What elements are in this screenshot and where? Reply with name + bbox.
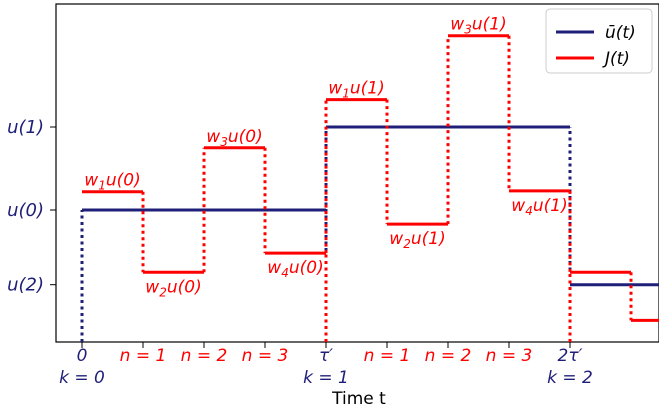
- annotation-w1u(1): w1u(1): [328, 79, 384, 101]
- x-tick-label: n = 3: [486, 346, 533, 366]
- legend-label: ū(t): [605, 23, 636, 43]
- legend: ū(t) J(t): [545, 8, 653, 74]
- x-tick-label: n = 1: [120, 346, 167, 366]
- x-tick-sublabel: k = 0: [59, 368, 105, 388]
- annotation-w3u(1): w3u(1): [450, 15, 506, 37]
- annotation-w2u(0): w2u(0): [145, 277, 201, 299]
- legend-box: [545, 8, 653, 74]
- x-tick-label: n = 2: [425, 346, 472, 366]
- x-tick-label: n = 2: [181, 346, 228, 366]
- x-axis-label: Time t: [331, 389, 386, 409]
- ubar-series: [80, 125, 659, 342]
- plot-frame: [55, 3, 659, 343]
- x-tick-sublabel: k = 1: [303, 368, 349, 388]
- j-series: [82, 34, 659, 342]
- annotation-w4u(0): w4u(0): [267, 258, 323, 280]
- annotation-w1u(0): w1u(0): [84, 171, 140, 193]
- x-tick-label: 0: [77, 346, 88, 366]
- y-tick-label: u(2): [7, 275, 44, 296]
- x-axis-ticks: 0k = 0 n = 1 n = 2 n = 3 τ′k = 1 n = 1 n = 2 n …: [59, 342, 593, 388]
- x-tick-label: n = 3: [242, 346, 289, 366]
- y-tick-label: u(0): [7, 200, 44, 221]
- legend-label: J(t): [602, 49, 630, 69]
- x-tick-label: n = 1: [364, 346, 411, 366]
- y-tick-label: u(1): [7, 117, 44, 138]
- x-tick-sublabel: k = 2: [547, 368, 593, 388]
- annotation-w4u(1): w4u(1): [511, 196, 567, 218]
- annotation-w2u(1): w2u(1): [389, 229, 445, 251]
- y-axis-ticks: u(1) u(0) u(2): [7, 117, 56, 296]
- x-tick-label: 2τ′: [558, 346, 583, 366]
- x-tick-label: τ′: [319, 346, 333, 366]
- annotation-w3u(0): w3u(0): [206, 127, 262, 149]
